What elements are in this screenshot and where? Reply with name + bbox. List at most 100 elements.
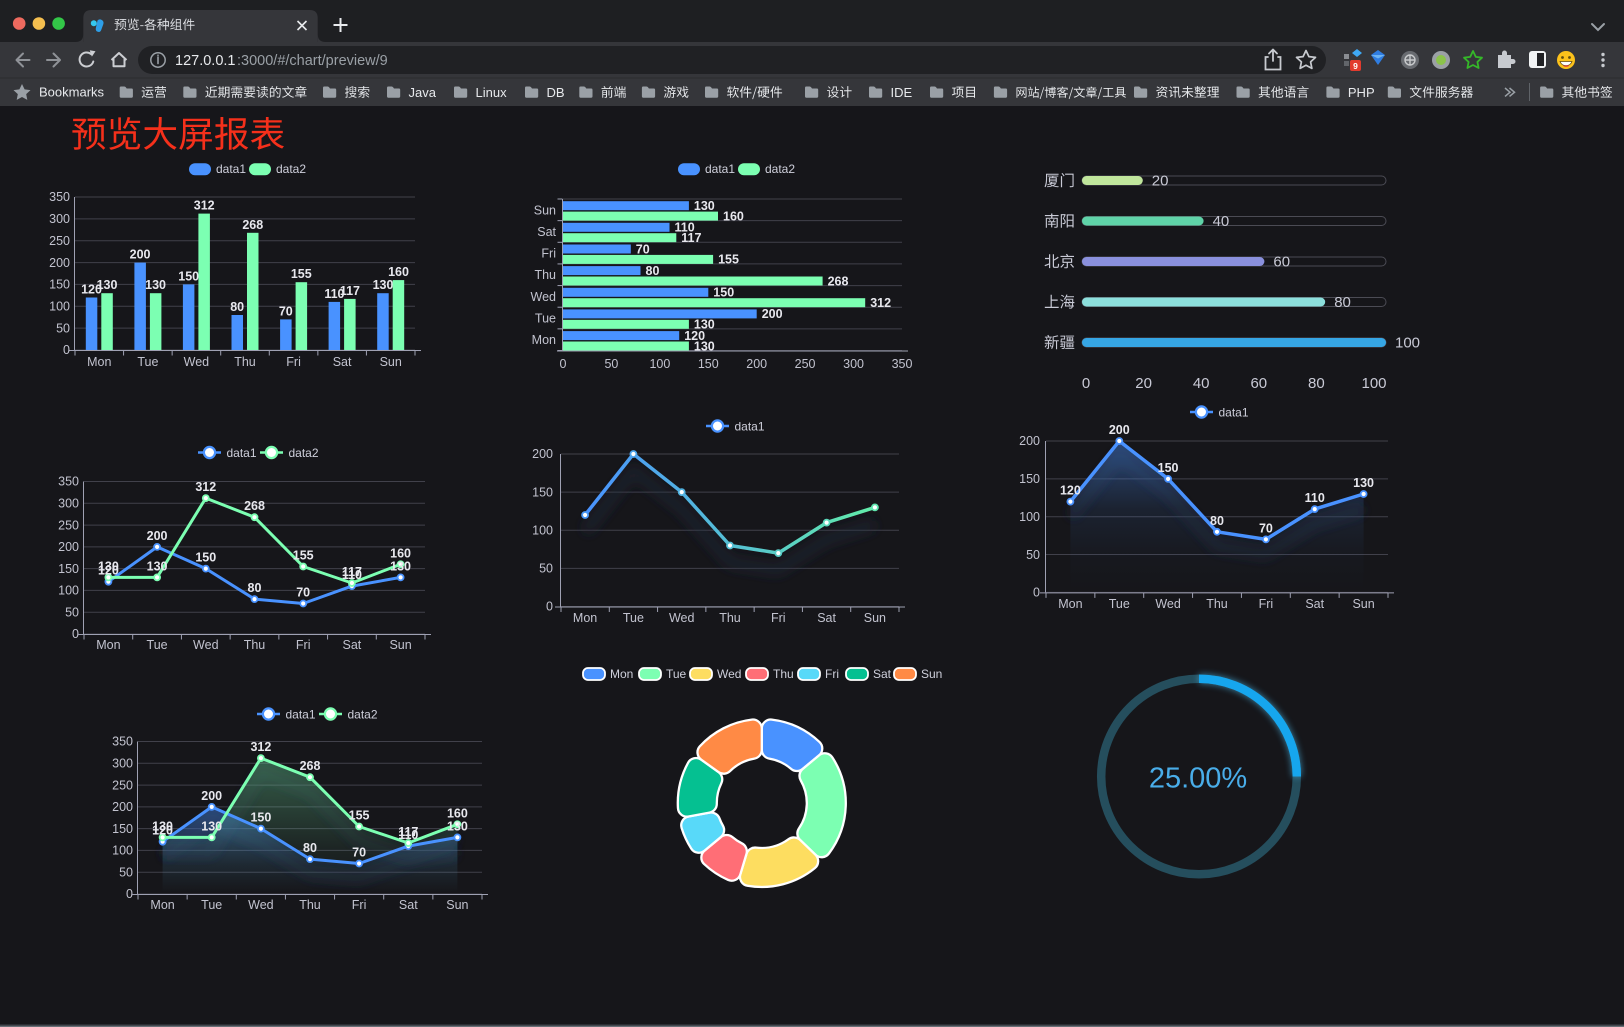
svg-text:200: 200 [112,800,133,814]
svg-text:160: 160 [388,265,409,279]
svg-text:312: 312 [250,740,271,754]
svg-text:200: 200 [130,248,151,262]
svg-text:200: 200 [746,357,767,371]
svg-text:50: 50 [56,321,70,335]
svg-text:150: 150 [112,822,133,836]
svg-text:Tue: Tue [666,667,687,681]
svg-text:110: 110 [398,828,418,842]
svg-text:350: 350 [892,357,913,371]
svg-text:200: 200 [201,789,222,803]
svg-text:130: 130 [694,199,715,213]
svg-text:130: 130 [1353,476,1374,490]
svg-text:127.0.0.1: 127.0.0.1 [175,53,235,69]
svg-text:200: 200 [762,307,783,321]
svg-text:200: 200 [147,529,168,543]
svg-text:Sun: Sun [380,355,402,369]
svg-text:data1: data1 [705,162,735,176]
svg-text:150: 150 [178,269,199,283]
svg-text:data1: data1 [1219,405,1249,419]
svg-text:300: 300 [843,357,864,371]
svg-text:25.00%: 25.00% [1149,763,1247,795]
svg-text:Thu: Thu [719,611,741,625]
svg-text:150: 150 [1019,472,1040,486]
svg-text:Mon: Mon [87,355,111,369]
svg-text:80: 80 [303,841,317,855]
svg-text:200: 200 [49,256,70,270]
svg-text:Mon: Mon [573,611,597,625]
svg-text:100: 100 [112,844,133,858]
svg-text:130: 130 [694,339,715,353]
svg-text:130: 130 [201,819,222,833]
svg-text:200: 200 [1109,423,1130,437]
svg-text:350: 350 [58,475,79,489]
svg-text:312: 312 [194,199,215,213]
svg-text:0: 0 [560,357,567,371]
svg-text:Wed: Wed [248,898,274,912]
svg-text:100: 100 [1019,510,1040,524]
svg-text:130: 130 [373,278,394,292]
svg-text:Sun: Sun [446,898,468,912]
svg-text:150: 150 [250,811,271,825]
svg-text:160: 160 [390,546,411,560]
svg-text:117: 117 [398,825,418,839]
svg-text:0: 0 [72,627,79,641]
svg-text:9: 9 [1353,61,1358,71]
svg-text:Sat: Sat [343,638,362,652]
svg-text:155: 155 [718,253,739,267]
svg-text:50: 50 [539,562,553,576]
svg-text:250: 250 [58,518,79,532]
svg-text:268: 268 [828,274,849,288]
svg-text:Wed: Wed [531,290,557,304]
svg-text:160: 160 [723,209,744,223]
svg-text:Sat: Sat [873,667,892,681]
svg-text:Fri: Fri [286,355,301,369]
svg-text:Fri: Fri [541,247,556,261]
svg-text:100: 100 [58,584,79,598]
svg-text:Sat: Sat [333,355,352,369]
svg-text:130: 130 [98,559,119,573]
svg-text:Linux: Linux [476,85,508,100]
svg-text:data1: data1 [735,419,765,433]
svg-text:300: 300 [112,757,133,771]
svg-text:80: 80 [1334,294,1351,311]
svg-text:data1: data1 [227,446,257,460]
svg-text:Thu: Thu [773,667,794,681]
svg-text:Mon: Mon [532,333,556,347]
svg-text:80: 80 [248,581,262,595]
svg-text:70: 70 [352,846,366,860]
svg-text:120: 120 [1060,484,1081,498]
svg-text:IDE: IDE [891,85,913,100]
svg-text:Wed: Wed [717,667,741,681]
svg-text:0: 0 [63,343,70,357]
svg-text:150: 150 [532,485,553,499]
svg-text:Sat: Sat [817,611,836,625]
svg-text:50: 50 [119,865,133,879]
svg-text:0: 0 [126,887,133,901]
svg-text:50: 50 [604,357,618,371]
svg-text:250: 250 [795,357,816,371]
svg-text:155: 155 [291,267,312,281]
svg-text:80: 80 [230,300,244,314]
svg-text:Bookmarks: Bookmarks [39,85,105,100]
svg-text:data2: data2 [276,162,306,176]
svg-text:Wed: Wed [184,355,210,369]
svg-text:350: 350 [112,735,133,749]
svg-text:110: 110 [324,287,344,301]
svg-text:Mon: Mon [1058,597,1082,611]
svg-text:Tue: Tue [1109,597,1130,611]
svg-text:268: 268 [242,218,263,232]
svg-text:130: 130 [147,559,168,573]
svg-text:Sun: Sun [1352,597,1374,611]
svg-text:160: 160 [447,806,468,820]
svg-text:300: 300 [58,497,79,511]
svg-text:120: 120 [98,564,119,578]
svg-text:DB: DB [547,85,565,100]
svg-text:data1: data1 [216,162,246,176]
svg-text:350: 350 [49,190,70,204]
svg-text:117: 117 [340,284,360,298]
svg-text:Tue: Tue [201,898,222,912]
svg-text:40: 40 [1193,375,1210,392]
svg-text:150: 150 [1158,461,1179,475]
svg-text:Wed: Wed [1155,597,1181,611]
svg-text:250: 250 [112,778,133,792]
